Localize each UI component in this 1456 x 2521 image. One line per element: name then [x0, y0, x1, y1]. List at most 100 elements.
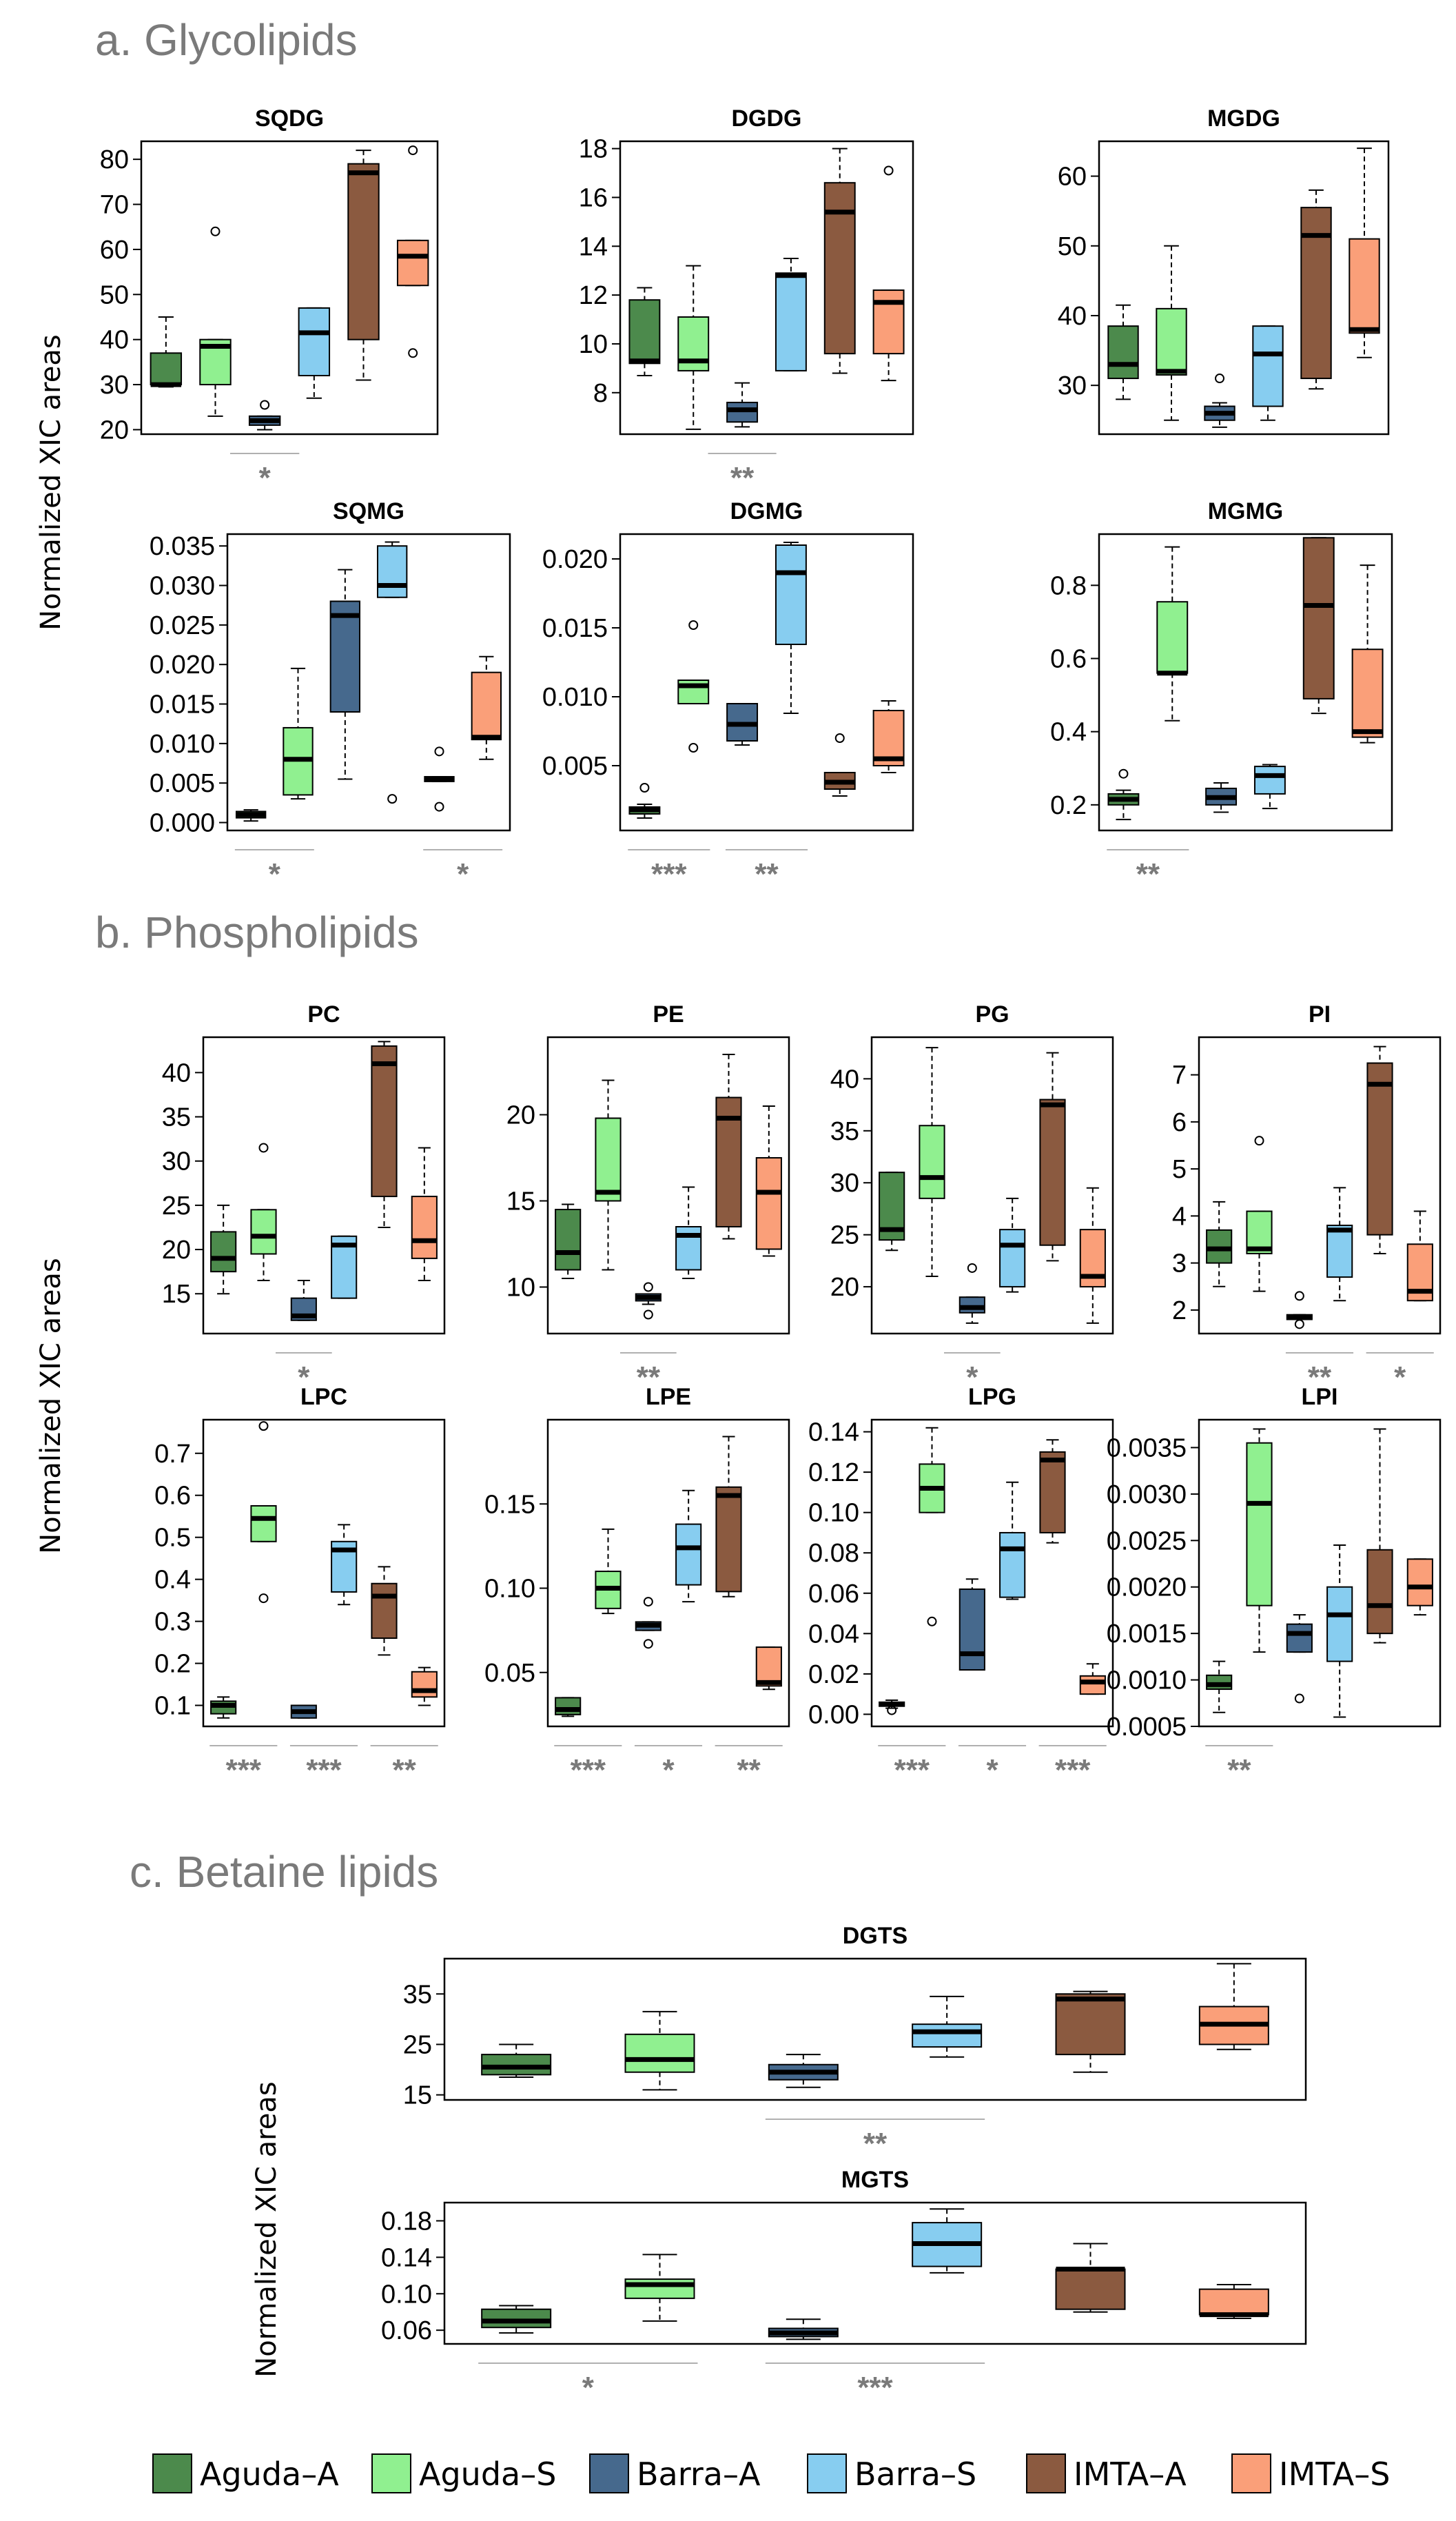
significance-label-sqmg: * [457, 857, 469, 891]
significance-label-dgdg: ** [730, 461, 755, 495]
y-tick-label-pg: 25 [830, 1221, 859, 1250]
box-dgts-aguda-a [481, 2054, 552, 2076]
y-tick-label-mgts: 0.14 [381, 2243, 432, 2272]
y-tick-label-pi: 2 [1172, 1296, 1187, 1325]
boxplot-panels: SQDG20304050607080*DGDG81012141618**MGDG… [100, 105, 1442, 2405]
y-tick-label-dgdg: 14 [579, 232, 608, 261]
legend-label-imta-a: IMTA–A [1074, 2456, 1187, 2493]
y-tick-label-pc: 25 [162, 1192, 191, 1221]
box-pg-barra-s [999, 1229, 1026, 1288]
outlier-sqdg-imta-s [408, 145, 418, 156]
panel-title-dgdg: DGDG [732, 105, 802, 132]
outlier-pc-aguda-s [258, 1143, 269, 1153]
y-tick-label-dgts: 35 [403, 1980, 432, 2009]
box-mgmg-imta-a [1302, 537, 1335, 700]
legend-label-barra-a: Barra–A [637, 2456, 761, 2493]
panel-title-sqdg: SQDG [255, 105, 324, 132]
box-sqdg-aguda-a [150, 352, 183, 386]
plot-frame-dgmg [619, 533, 914, 832]
y-tick-label-pc: 15 [162, 1280, 191, 1309]
panel-title-sqmg: SQMG [333, 498, 404, 524]
box-pe-aguda-s [595, 1117, 622, 1202]
y-tick-label-sqmg: 0.035 [150, 532, 215, 561]
box-mgmg-barra-s [1253, 766, 1286, 795]
box-lpi-aguda-s [1246, 1442, 1273, 1606]
y-axis-label-phospholipids: Normalized XIC areas [35, 1258, 67, 1553]
y-tick-label-lpc: 0.1 [154, 1692, 191, 1721]
y-tick-label-sqmg: 0.030 [150, 572, 215, 601]
y-tick-label-mgmg: 0.8 [1050, 571, 1087, 600]
panel-sqmg: SQMG 0.000 0.005 0.010 0.015 0.020 0.025 0.030 0… [150, 498, 511, 891]
outlier-pg-barra-a [967, 1263, 977, 1273]
y-tick-label-dgmg: 0.015 [542, 614, 608, 643]
y-tick-label-lpi: 0.0015 [1107, 1620, 1187, 1649]
outlier-dgmg-imta-a [834, 733, 845, 743]
plot-frame-sqmg [226, 533, 511, 832]
box-dgdg-imta-s [872, 289, 905, 355]
box-lpi-barra-s [1326, 1586, 1353, 1662]
box-dgts-imta-a [1055, 1993, 1126, 2056]
box-lpe-imta-a [715, 1486, 742, 1593]
y-tick-label-sqmg: 0.020 [150, 651, 215, 680]
y-tick-label-lpc: 0.5 [154, 1524, 191, 1553]
significance-label-lpi: ** [1227, 1753, 1251, 1787]
box-lpc-aguda-s [250, 1504, 277, 1542]
panel-title-pi: PI [1309, 1001, 1331, 1028]
box-dgmg-barra-s [775, 544, 807, 645]
box-sqmg-imta-s [471, 671, 502, 741]
box-lpc-imta-a [371, 1582, 398, 1639]
y-tick-label-lpg: 0.10 [808, 1499, 859, 1528]
y-tick-label-pi: 6 [1172, 1108, 1187, 1137]
y-tick-label-mgdg: 60 [1058, 163, 1087, 192]
y-tick-label-sqdg: 60 [100, 236, 129, 265]
outlier-pi-aguda-s [1254, 1136, 1264, 1146]
legend-swatch-aguda-a [152, 2453, 192, 2493]
box-pc-aguda-a [210, 1231, 237, 1273]
outlier-dgmg-aguda-s [688, 620, 699, 630]
y-tick-label-sqdg: 40 [100, 326, 129, 355]
panel-dgts: DGTS 15 25 35 ** [403, 1923, 1307, 2161]
y-tick-label-lpc: 0.3 [154, 1608, 191, 1637]
significance-label-lpg: *** [1055, 1753, 1091, 1787]
plot-frame-lpi [1198, 1418, 1442, 1728]
outlier-dgdg-imta-s [883, 165, 894, 176]
outlier-pi-barra-a [1294, 1319, 1304, 1329]
y-tick-label-dgts: 25 [403, 2030, 432, 2059]
outlier-lpc-aguda-s [258, 1421, 269, 1431]
y-axis-label-betaine-lipids: Normalized XIC areas [251, 2081, 283, 2377]
legend: Aguda–A Aguda–S Barra–A Barra–S IMTA–A I… [152, 2453, 1390, 2493]
y-tick-label-lpg: 0.06 [808, 1580, 859, 1609]
box-mgts-aguda-s [624, 2278, 695, 2299]
y-tick-label-pc: 40 [162, 1059, 191, 1088]
y-tick-label-dgmg: 0.020 [542, 545, 608, 574]
y-tick-label-lpc: 0.4 [154, 1566, 191, 1595]
y-tick-label-mgts: 0.06 [381, 2316, 432, 2345]
outlier-mgmg-aguda-a [1118, 768, 1129, 779]
panel-title-mgmg: MGMG [1208, 498, 1284, 524]
y-tick-label-dgts: 15 [403, 2081, 432, 2110]
significance-label-pg: * [966, 1360, 978, 1394]
y-tick-label-sqdg: 20 [100, 416, 129, 445]
plot-frame-mgmg [1098, 533, 1393, 832]
panel-title-lpc: LPC [300, 1384, 347, 1410]
outlier-sqmg-barra-s [387, 794, 398, 804]
box-pc-imta-s [411, 1196, 438, 1259]
significance-label-dgts: ** [863, 2127, 888, 2161]
box-mgdg-imta-s [1349, 238, 1380, 334]
y-tick-label-dgdg: 12 [579, 281, 608, 310]
y-tick-label-sqmg: 0.010 [150, 730, 215, 759]
panel-title-mgts: MGTS [841, 2167, 909, 2193]
significance-label-lpe: *** [571, 1753, 606, 1787]
y-tick-label-lpg: 0.12 [808, 1458, 859, 1487]
section-title-betaine-lipids: c. Betaine lipids [130, 1847, 438, 1897]
y-tick-label-pg: 30 [830, 1169, 859, 1198]
outlier-lpg-aguda-s [927, 1616, 937, 1626]
y-tick-label-lpe: 0.15 [484, 1490, 535, 1519]
panel-mgdg: MGDG 30 40 50 60 [1058, 105, 1390, 436]
plot-frame-lpc [202, 1418, 446, 1728]
legend-swatch-barra-s [807, 2453, 847, 2493]
y-tick-label-dgdg: 8 [593, 379, 608, 408]
legend-swatch-aguda-s [371, 2453, 411, 2493]
